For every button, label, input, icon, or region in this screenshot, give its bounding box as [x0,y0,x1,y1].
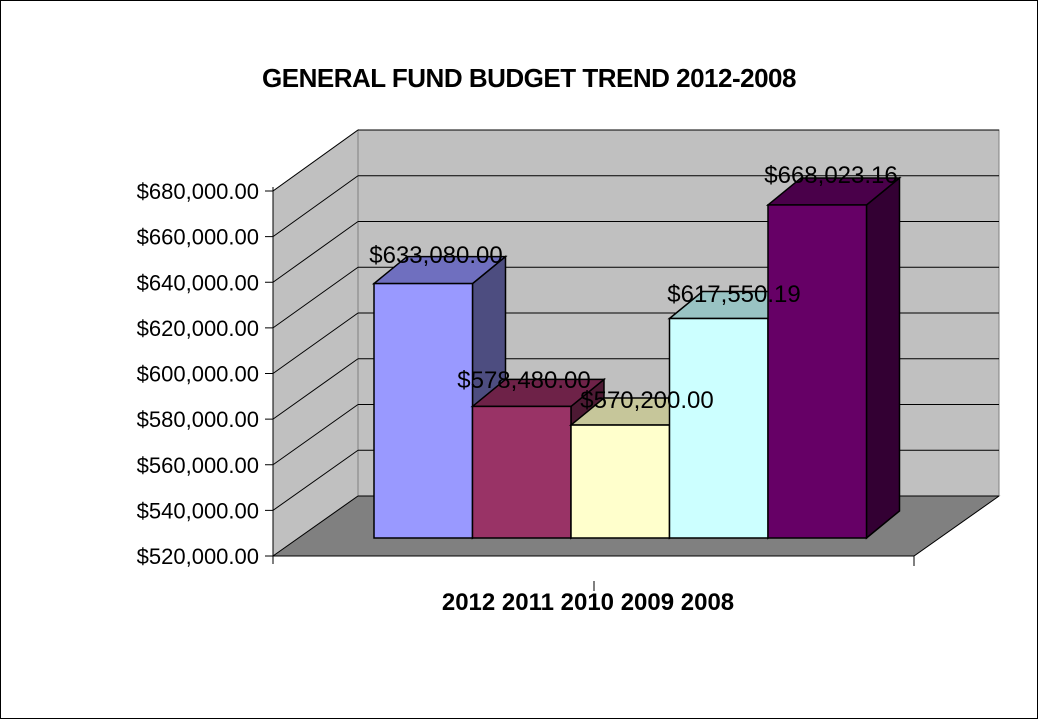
bar-front [471,405,572,539]
data-label: $570,200.00 [580,387,713,414]
chart-title: GENERAL FUND BUDGET TREND 2012-2008 [262,63,796,93]
bar-front [668,317,769,539]
bar [765,176,902,540]
y-tick-label: $520,000.00 [137,544,259,569]
data-labels: $633,080.00 $578,480.00$570,200.00 $617,55… [369,162,897,414]
gridline-diagonal [272,175,359,238]
gridline-diagonal [272,404,359,466]
bar-front [373,282,474,539]
bar-front [767,204,868,539]
y-tick-label: $600,000.00 [137,362,259,387]
gridline-diagonal [272,266,359,329]
bar-side [865,176,901,540]
gridline-diagonal [272,129,359,192]
gridline-diagonal [272,449,359,511]
gridline-diagonal [272,495,359,557]
y-axis-tick-labels: $520,000.00 $540,000.00 $560,000.00 $580,00… [137,179,259,569]
data-label: $668,023.16 [764,162,897,189]
y-tick-label: $560,000.00 [137,453,259,478]
y-tick-label: $660,000.00 [137,225,259,250]
y-tick-label: $580,000.00 [137,407,259,432]
y-tick-label: $640,000.00 [137,270,259,295]
data-label: $617,550.19 [667,281,800,308]
x-axis-category-labels: 2012 2011 2010 2009 2008 [442,589,734,616]
gridline-diagonal [272,358,359,420]
bar-front [570,424,671,539]
y-tick-label: $540,000.00 [137,498,259,523]
y-tick-label: $680,000.00 [137,179,259,204]
gridline-diagonal [272,312,359,374]
gridline-diagonal [272,221,359,283]
y-tick-label: $620,000.00 [137,316,259,341]
data-label: $633,080.00 [369,242,502,269]
data-label: $578,480.00 [457,367,590,394]
floor-edge-line [913,495,1000,557]
chart-bars [371,176,902,540]
